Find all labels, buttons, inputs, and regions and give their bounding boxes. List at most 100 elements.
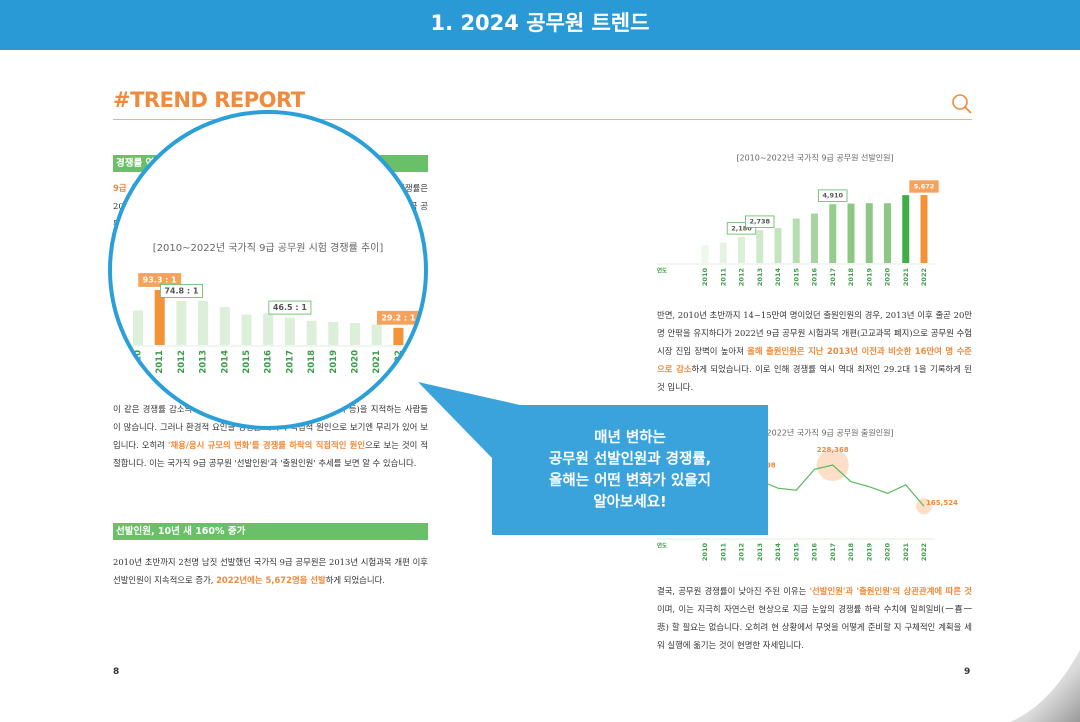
x-tick-label: 2017 (285, 350, 295, 374)
bar (847, 203, 855, 263)
x-tick-label: 2014 (220, 350, 230, 374)
text: 2010년 초반까지 2천명 남짓 선발했던 국가직 9급 공무원은 2013년… (113, 557, 428, 585)
x-tick-label: 2020 (351, 350, 361, 374)
chart-title: [2010~2022년 국가직 9급 공무원 시험 경쟁률 추이] (153, 241, 384, 254)
bar (328, 321, 339, 345)
data-label: 2,738 (749, 218, 770, 226)
x-tick-label: 2021 (372, 350, 382, 374)
bar (719, 242, 727, 263)
text: 결국, 공무원 경쟁률이 낮아진 주된 이유는 (657, 586, 810, 596)
page-number: 8 (113, 667, 120, 677)
x-tick-label: 2018 (847, 543, 855, 562)
data-label: 5,672 (914, 183, 935, 191)
highlight-text: 2022년에는 5,672명을 선발 (216, 575, 326, 585)
text: 으로 보는 것이 적절합니다. 이는 국가직 9급 공무원 '선발인원'과 '출… (113, 440, 428, 468)
bar (902, 195, 910, 263)
bar (738, 236, 745, 263)
x-tick-label: 2016 (264, 350, 274, 374)
data-label: 93.3 : 1 (143, 276, 178, 285)
x-tick-label: 2018 (847, 268, 855, 287)
data-label: 74.8 : 1 (164, 286, 199, 295)
highlight-text: '채용/응시 규모의 변화'를 경쟁률 하락의 직접적인 원인 (167, 440, 366, 450)
bar (884, 203, 891, 263)
magnified-chart: [2010~2022년 국가직 9급 공무원 시험 경쟁률 추이]연도 2010 2… (112, 241, 420, 374)
data-label-box (138, 273, 182, 287)
x-tick-label: 2018 (307, 350, 317, 374)
x-axis-label: 연도 (657, 542, 667, 550)
page-curl (1010, 650, 1080, 722)
paragraph: 2010년 초반까지 2천명 남짓 선발했던 국가직 9급 공무원은 2013년… (113, 553, 428, 589)
data-label: 29.2 : 1 (381, 313, 416, 322)
x-tick-label: 2011 (155, 350, 165, 374)
callout-line: 올해는 어떤 변화가 있을지 (549, 471, 711, 489)
x-axis-label: 연도 (657, 267, 667, 275)
bar (756, 230, 764, 263)
data-label-box (268, 300, 312, 315)
paragraph: 반면, 2010년 초반까지 14~15만여 명이었던 출원인원의 경우, 20… (657, 306, 972, 396)
x-tick-label: 2017 (829, 268, 837, 286)
x-tick-label: 2013 (756, 268, 764, 286)
data-label-box (745, 215, 775, 228)
paragraph: 결국, 공무원 경쟁률이 낮아진 주된 이유는 '선발인원'과 '출원인원'의 … (657, 582, 972, 654)
x-tick-label: 2013 (199, 350, 209, 374)
data-label-box (159, 284, 203, 298)
header-rule (113, 119, 972, 120)
search-icon[interactable] (950, 92, 974, 116)
bar (774, 228, 782, 263)
chart-title: [2010~2022년 국가직 9급 공무원 출원인원] (736, 428, 893, 438)
bar (154, 290, 165, 345)
bar (133, 310, 143, 345)
callout-box (492, 405, 768, 535)
magnifier-ring (108, 110, 428, 430)
bar (176, 300, 187, 345)
callout-line: 매년 변하는 (594, 429, 666, 446)
x-axis-label: 연도 (112, 347, 126, 357)
data-label-box (909, 180, 939, 193)
highlight-text: 올해 출원인원은 지난 2013년 이전과 비슷한 16만여 명 수준으로 감소 (657, 346, 973, 374)
banner-title: 1. 2024 공무원 트렌드 (0, 0, 1080, 50)
bar (701, 245, 709, 263)
bar (198, 300, 209, 345)
bar (306, 320, 317, 345)
callout-line: 공무원 선발인원과 경쟁률, (549, 450, 711, 468)
x-tick-label: 2016 (811, 543, 819, 562)
text: 하게 되었습니다. 이로 인해 경쟁률 역시 역대 최저인 29.2대 1을 기… (657, 364, 972, 392)
bar (811, 213, 818, 263)
callout-line: 알아보세요! (593, 494, 666, 511)
highlight-text: '선발인원'과 '출원인원'의 상관관계에 따른 것 (809, 586, 972, 596)
x-tick-label: 2013 (756, 543, 764, 561)
bar (350, 323, 360, 345)
bar (792, 218, 800, 263)
x-tick-label: 2021 (902, 268, 910, 287)
x-tick-label: 2011 (719, 268, 727, 287)
x-tick-label: 2016 (811, 268, 819, 287)
data-label: 165,524 (926, 499, 958, 507)
chart-title: [2010~2022년 국가직 9급 공무원 선발인원] (736, 153, 893, 163)
x-tick-label: 2020 (884, 543, 892, 562)
text: 이며, 이는 지극히 자연스런 현상으로 지금 눈앞의 경쟁률 하락 수치에 일… (657, 604, 972, 650)
x-tick-label: 2017 (829, 543, 837, 561)
x-tick-label: 2019 (865, 268, 873, 287)
x-tick-label: 2015 (792, 268, 800, 287)
data-label-box (726, 222, 757, 235)
magnifier-lens (110, 112, 426, 428)
data-label: 2,180 (731, 224, 752, 232)
x-tick-label: 2011 (719, 543, 727, 562)
x-tick-label: 2014 (774, 543, 782, 562)
x-tick-label: 2012 (738, 543, 746, 561)
x-tick-label: 2012 (177, 350, 187, 374)
bar (865, 203, 873, 263)
text: 반면, 2010년 초반까지 14~15만여 명이었던 출원인원의 경우, 20… (657, 310, 972, 356)
bar (241, 314, 252, 345)
bar (284, 317, 295, 345)
x-tick-label: 2020 (884, 268, 892, 287)
text: 하게 되었습니다. (325, 575, 385, 585)
bar (920, 195, 928, 263)
x-tick-label: 2015 (242, 350, 252, 374)
data-label: 228,368 (817, 446, 849, 454)
section-heading: 선발인원, 10년 새 160% 증가 (113, 523, 428, 540)
page-number: 9 (964, 667, 971, 677)
